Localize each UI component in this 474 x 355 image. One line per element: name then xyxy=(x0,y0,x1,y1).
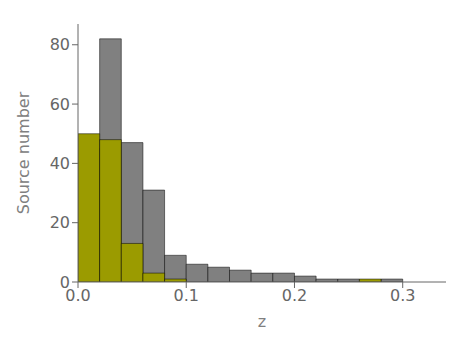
svg-text:0.3: 0.3 xyxy=(390,286,415,305)
svg-text:80: 80 xyxy=(50,35,70,54)
svg-text:40: 40 xyxy=(50,154,70,173)
svg-text:Source number: Source number xyxy=(14,91,33,214)
svg-text:0: 0 xyxy=(60,273,70,292)
svg-text:z: z xyxy=(258,312,266,331)
svg-text:0.2: 0.2 xyxy=(282,286,307,305)
svg-text:0.0: 0.0 xyxy=(65,286,91,306)
svg-text:60: 60 xyxy=(50,95,70,114)
svg-text:20: 20 xyxy=(50,213,70,232)
svg-text:0.1: 0.1 xyxy=(174,286,199,305)
